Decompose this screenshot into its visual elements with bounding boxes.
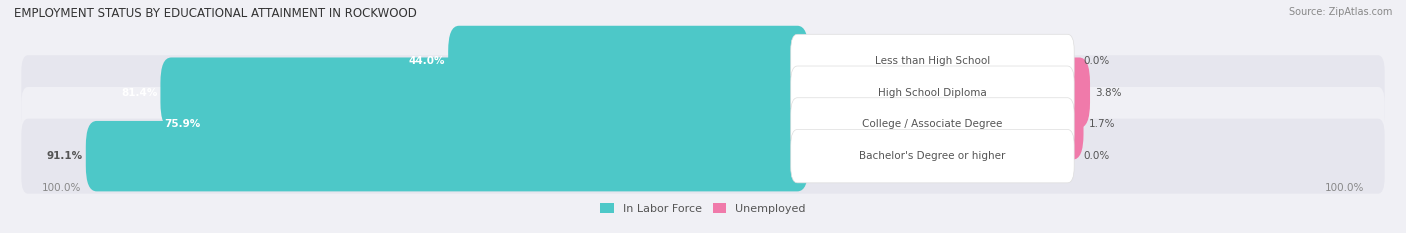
FancyBboxPatch shape [202,89,808,160]
Text: 100.0%: 100.0% [1324,183,1364,193]
Text: 0.0%: 0.0% [1084,151,1109,161]
Legend: In Labor Force, Unemployed: In Labor Force, Unemployed [596,199,810,218]
FancyBboxPatch shape [790,98,1074,151]
FancyBboxPatch shape [21,119,1385,194]
Text: EMPLOYMENT STATUS BY EDUCATIONAL ATTAINMENT IN ROCKWOOD: EMPLOYMENT STATUS BY EDUCATIONAL ATTAINM… [14,7,418,20]
Text: 1.7%: 1.7% [1088,120,1115,130]
FancyBboxPatch shape [790,34,1074,88]
Text: Less than High School: Less than High School [875,56,990,66]
Text: 0.0%: 0.0% [1084,56,1109,66]
Text: College / Associate Degree: College / Associate Degree [862,120,1002,130]
Text: 81.4%: 81.4% [121,88,157,98]
FancyBboxPatch shape [790,66,1074,119]
FancyBboxPatch shape [449,26,808,96]
Text: 91.1%: 91.1% [46,151,83,161]
Text: 75.9%: 75.9% [163,120,200,130]
Text: 3.8%: 3.8% [1095,88,1122,98]
FancyBboxPatch shape [790,130,1074,183]
Text: Source: ZipAtlas.com: Source: ZipAtlas.com [1288,7,1392,17]
FancyBboxPatch shape [1057,89,1084,160]
FancyBboxPatch shape [21,24,1385,99]
FancyBboxPatch shape [160,58,808,128]
Text: High School Diploma: High School Diploma [879,88,987,98]
FancyBboxPatch shape [1057,58,1090,128]
FancyBboxPatch shape [21,87,1385,162]
Text: 100.0%: 100.0% [42,183,82,193]
FancyBboxPatch shape [86,121,808,191]
Text: 44.0%: 44.0% [409,56,446,66]
Text: Bachelor's Degree or higher: Bachelor's Degree or higher [859,151,1005,161]
FancyBboxPatch shape [21,55,1385,130]
